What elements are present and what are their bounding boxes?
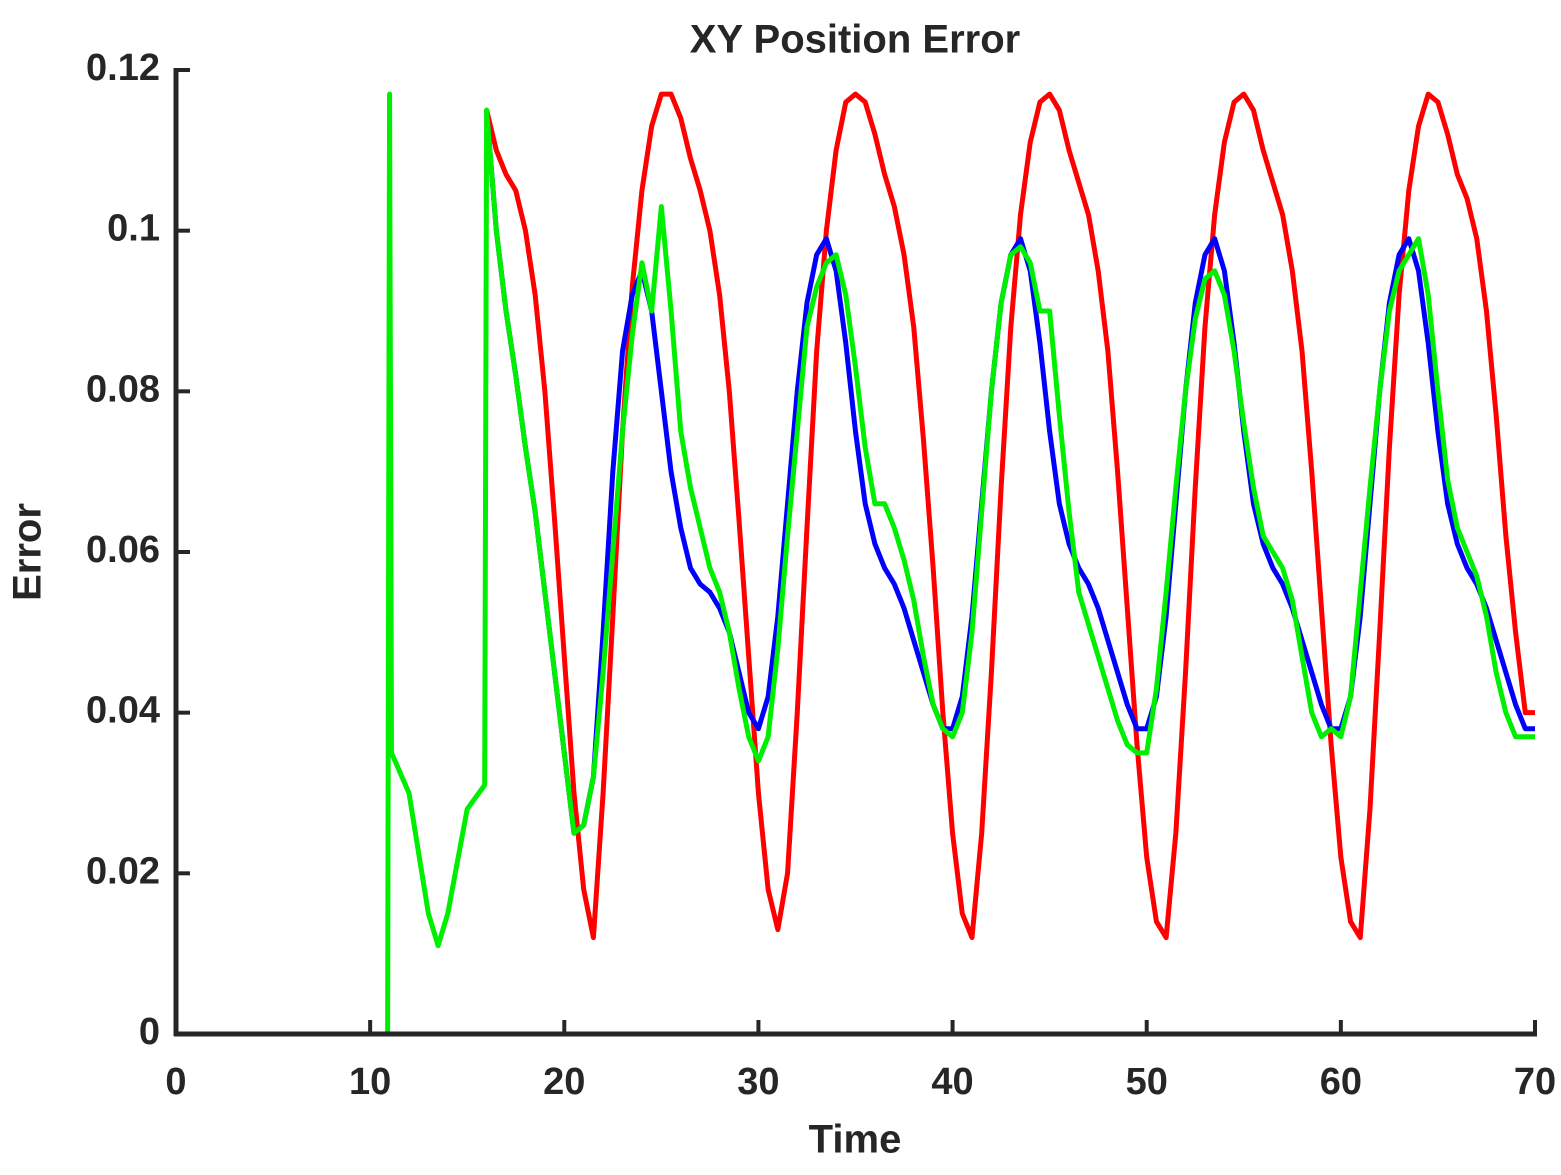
chart-title: XY Position Error: [690, 18, 1020, 62]
x-tick-label: 0: [165, 1061, 186, 1103]
x-axis-label: Time: [809, 1118, 902, 1162]
x-tick-label: 70: [1514, 1061, 1556, 1103]
y-tick-label: 0.12: [86, 47, 160, 89]
y-tick-label: 0.02: [86, 850, 160, 892]
x-tick-label: 10: [349, 1061, 391, 1103]
x-tick-label: 30: [737, 1061, 779, 1103]
x-tick-label: 40: [931, 1061, 973, 1103]
y-tick-label: 0.1: [107, 208, 160, 250]
x-tick-label: 60: [1320, 1061, 1362, 1103]
y-tick-label: 0: [139, 1011, 160, 1053]
data-line: [484, 109, 1535, 836]
y-tick-label: 0.04: [86, 690, 160, 732]
y-axis-label: Error: [6, 503, 50, 601]
data-line: [195, 91, 1535, 1037]
y-tick-label: 0.06: [86, 529, 160, 571]
x-tick-label: 20: [543, 1061, 585, 1103]
data-line: [484, 91, 1535, 941]
x-tick-label: 50: [1126, 1061, 1168, 1103]
y-tick-label: 0.08: [86, 368, 160, 410]
